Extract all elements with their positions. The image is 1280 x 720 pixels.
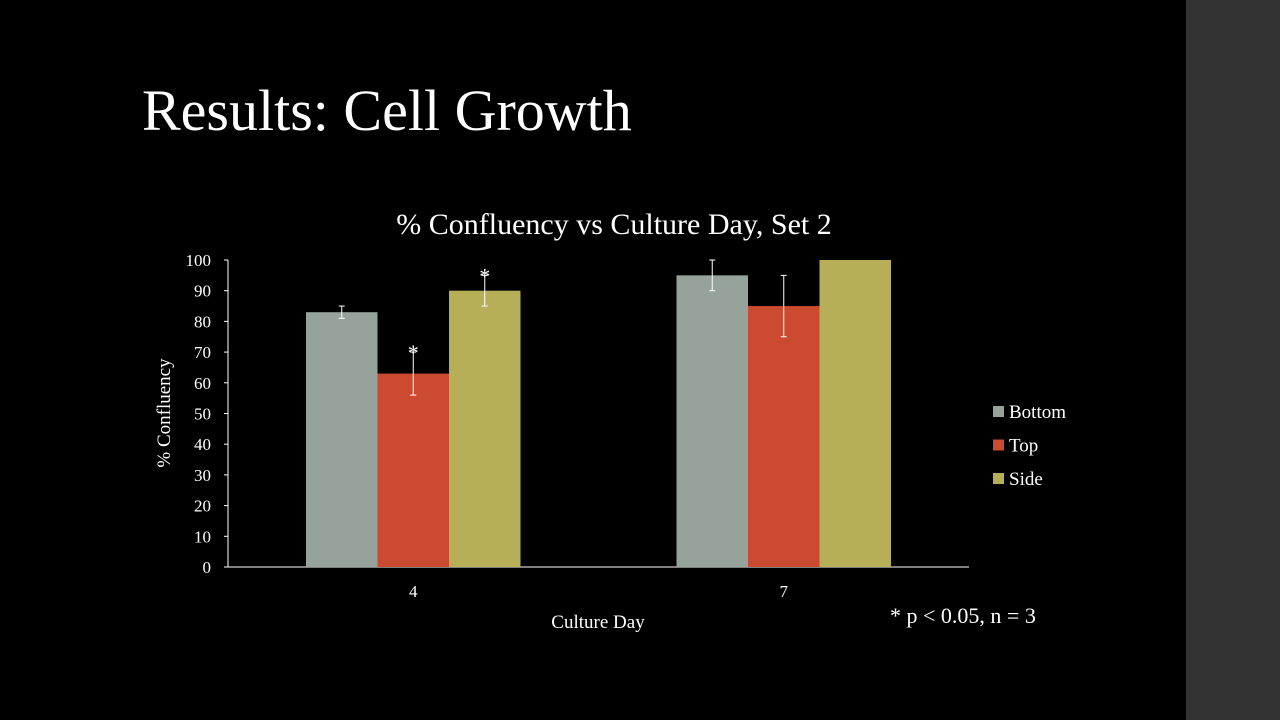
bar-top-day-7 xyxy=(748,306,820,567)
y-tick-label: 90 xyxy=(194,282,211,301)
plot-area: 0 10 20 30 40 50 60 70 80 90 100 * * 4 7 xyxy=(186,251,969,601)
y-tick-label: 30 xyxy=(194,466,211,485)
bar-bottom-day-7 xyxy=(676,275,748,567)
y-tick-label: 0 xyxy=(203,558,212,577)
y-tick-label: 20 xyxy=(194,497,211,516)
y-tick-label: 80 xyxy=(194,312,211,331)
x-tick-label: 4 xyxy=(409,582,418,601)
legend-swatch-bottom xyxy=(993,406,1004,417)
legend-label-top: Top xyxy=(1009,436,1038,457)
significance-footnote: * p < 0.05, n = 3 xyxy=(890,603,1036,628)
significance-asterisk: * xyxy=(408,340,419,365)
bar-side-day-4 xyxy=(449,290,521,567)
bar-bottom-day-4 xyxy=(306,312,378,567)
bar-top-day-4 xyxy=(377,373,449,567)
legend-label-bottom: Bottom xyxy=(1009,402,1066,423)
y-tick-label: 60 xyxy=(194,374,211,393)
x-tick-label: 7 xyxy=(780,582,789,601)
bar-side-day-7 xyxy=(819,260,891,567)
y-tick-label: 50 xyxy=(194,405,211,424)
y-tick-label: 70 xyxy=(194,343,211,362)
legend-swatch-top xyxy=(993,439,1004,451)
legend-swatch-side xyxy=(993,473,1004,484)
y-axis-label: % Confluency xyxy=(154,358,175,468)
chart-title: % Confluency vs Culture Day, Set 2 xyxy=(396,208,831,241)
x-axis-label: Culture Day xyxy=(551,612,645,633)
legend: Bottom Top Side xyxy=(993,402,1066,490)
slide-title: Results: Cell Growth xyxy=(142,78,632,143)
y-tick-label: 100 xyxy=(186,251,212,270)
y-tick-label: 40 xyxy=(194,435,211,454)
bar-chart: % Confluency vs Culture Day, Set 2 Cultu… xyxy=(154,208,1066,633)
significance-asterisk: * xyxy=(479,263,490,288)
legend-label-side: Side xyxy=(1009,469,1043,490)
side-panel xyxy=(1186,0,1280,720)
y-tick-label: 10 xyxy=(194,527,211,546)
